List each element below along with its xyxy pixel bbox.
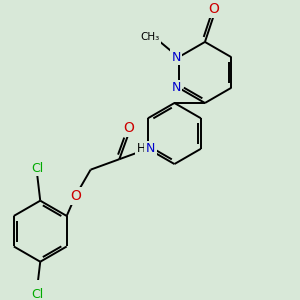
Text: N: N: [171, 81, 181, 94]
Text: Cl: Cl: [31, 161, 43, 175]
Text: O: O: [123, 121, 134, 135]
Text: N: N: [171, 51, 181, 64]
Text: CH₃: CH₃: [141, 32, 160, 42]
Text: O: O: [70, 189, 81, 203]
Text: H: H: [137, 142, 146, 155]
Text: N: N: [146, 142, 155, 155]
Text: O: O: [209, 2, 220, 16]
Text: Cl: Cl: [31, 288, 43, 300]
